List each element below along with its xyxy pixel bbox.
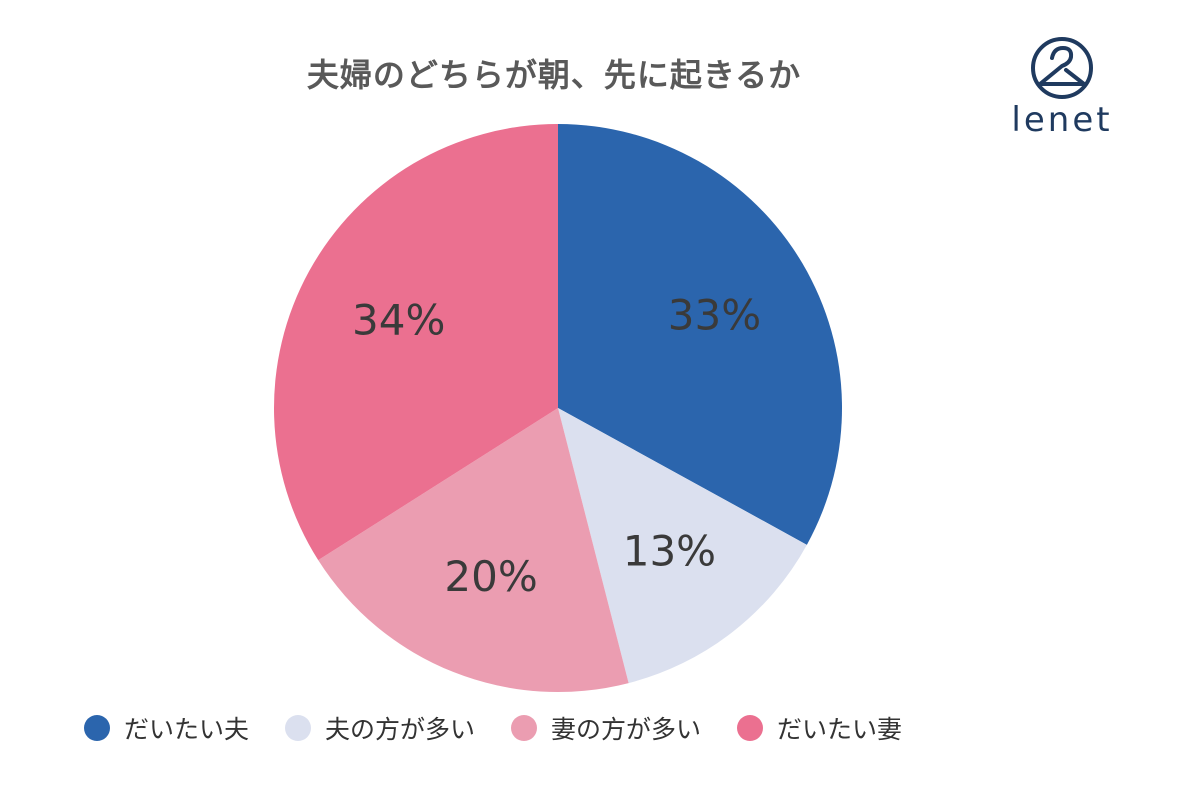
- legend-label: 夫の方が多い: [325, 715, 476, 744]
- pie-slice: [558, 408, 807, 684]
- pie-slice: [558, 124, 842, 545]
- legend-item: だいたい妻: [737, 710, 902, 746]
- legend-swatch: [511, 715, 538, 741]
- lenet-logo: lenet: [1000, 36, 1124, 140]
- legend-item: 妻の方が多い: [511, 710, 701, 746]
- logo-text: lenet: [1011, 100, 1113, 140]
- chart-title: 夫婦のどちらが朝、先に起きるか: [306, 56, 802, 94]
- slice-data-label: 33%: [668, 290, 761, 339]
- legend-label: だいたい妻: [777, 715, 903, 744]
- legend-swatch: [84, 715, 110, 741]
- pie-slice: [318, 408, 629, 692]
- legend-item: だいたい夫: [84, 710, 249, 746]
- legend-item: 夫の方が多い: [285, 710, 475, 746]
- legend-swatch: [285, 715, 312, 741]
- pie-chart: 33% 13% 20% 34%: [274, 124, 842, 692]
- legend-swatch: [737, 715, 764, 741]
- slice-data-label: 20%: [444, 552, 537, 601]
- pie-slice: [274, 124, 558, 561]
- legend-label: 妻の方が多い: [551, 715, 702, 744]
- slice-data-label: 34%: [352, 295, 445, 344]
- legend-label: だいたい夫: [124, 715, 250, 744]
- slice-data-label: 13%: [623, 527, 716, 576]
- legend: だいたい夫 夫の方が多い 妻の方が多い だいたい妻: [84, 708, 938, 748]
- hanger-circle-icon: [1031, 37, 1093, 99]
